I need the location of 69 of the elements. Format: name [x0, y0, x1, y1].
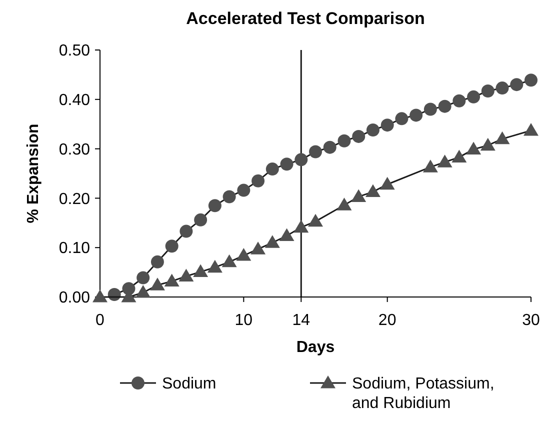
x-tick-label: 20 [378, 312, 396, 329]
y-axis-title: % Expansion [25, 124, 42, 224]
point [193, 264, 208, 278]
y-tick-label: 0.20 [58, 190, 90, 208]
y-tick-label: 0.10 [58, 240, 90, 258]
point [92, 290, 108, 302]
point [207, 260, 222, 273]
x-tick-label: 30 [522, 312, 540, 329]
point [366, 124, 380, 137]
point [452, 94, 466, 108]
point [136, 285, 151, 298]
point [380, 176, 395, 190]
point [222, 254, 237, 268]
x-axis-title: Days [296, 339, 335, 356]
point [352, 130, 366, 143]
point [424, 102, 437, 116]
legend-label: Sodium [162, 376, 216, 393]
point [467, 90, 480, 104]
y-tick-label: 0.00 [58, 290, 90, 307]
point [481, 84, 494, 98]
point [308, 214, 323, 227]
point [410, 108, 423, 122]
point [494, 131, 510, 144]
point [194, 213, 208, 226]
point [437, 154, 452, 168]
point [294, 153, 308, 166]
point [208, 199, 222, 212]
x-tick-label: 14 [292, 312, 310, 329]
point [422, 160, 438, 172]
point [180, 224, 193, 238]
legend-label: Sodium, Potassium, and Rubidium [352, 376, 494, 412]
point [178, 268, 194, 282]
point [524, 123, 538, 136]
point [524, 74, 538, 87]
point [351, 189, 366, 202]
point [280, 158, 294, 171]
point [510, 78, 524, 92]
point [266, 162, 279, 176]
point [480, 138, 496, 151]
point [395, 112, 408, 126]
point [323, 140, 336, 154]
x-tick-label: 0 [96, 312, 105, 329]
point [279, 228, 294, 241]
point [338, 134, 351, 148]
point [237, 184, 250, 197]
point [150, 278, 165, 290]
x-tick-label: 10 [234, 312, 253, 329]
chart-title: Accelerated Test Comparison [186, 9, 425, 28]
point [165, 240, 178, 253]
point [380, 118, 394, 132]
y-tick-label: 0.40 [58, 92, 90, 109]
point [336, 198, 352, 210]
point [309, 145, 322, 158]
point [236, 248, 252, 261]
point [294, 220, 309, 233]
y-tick-label: 0.50 [58, 42, 90, 60]
point [496, 82, 509, 95]
point [150, 255, 164, 268]
y-tick-label: 0.30 [58, 141, 90, 158]
point [466, 142, 482, 155]
point [365, 184, 380, 198]
point [136, 271, 150, 284]
point [222, 190, 236, 204]
point [252, 174, 265, 188]
point [438, 100, 452, 113]
point [164, 274, 180, 286]
point [452, 150, 467, 162]
point [264, 235, 280, 248]
point [250, 242, 266, 254]
